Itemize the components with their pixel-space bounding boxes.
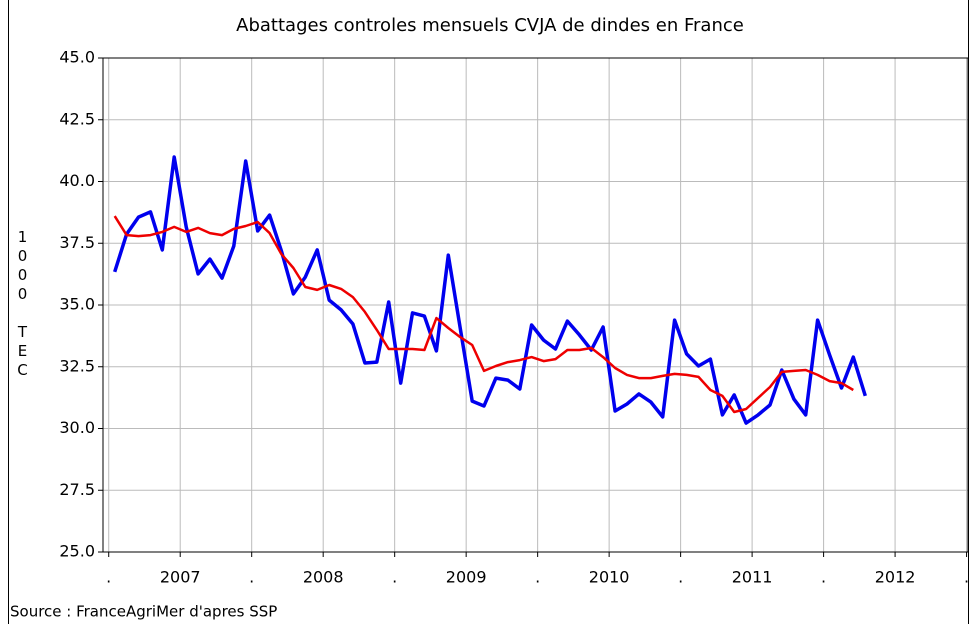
y-tick-label: 32.5 [59, 356, 95, 375]
x-tick-label: . [535, 568, 540, 587]
x-tick-label: . [392, 568, 397, 587]
y-tick-label: 40.0 [59, 171, 95, 190]
x-tick-label: 2009 [446, 568, 487, 587]
x-tick-label: 2012 [875, 568, 916, 587]
y-tick-label: 30.0 [59, 418, 95, 437]
x-tick-label: . [106, 568, 111, 587]
x-tick-label: . [821, 568, 826, 587]
y-tick-label: 42.5 [59, 109, 95, 128]
y-tick-label: 45.0 [59, 48, 95, 67]
y-tick-label: 25.0 [59, 542, 95, 561]
x-tick-label: 2011 [732, 568, 773, 587]
y-tick-label: 37.5 [59, 233, 95, 252]
x-tick-label: 2010 [589, 568, 630, 587]
x-tick-label: 2007 [160, 568, 201, 587]
y-axis-label: 1000 TEC [14, 228, 32, 380]
x-tick-label: . [249, 568, 254, 587]
y-tick-label: 35.0 [59, 295, 95, 314]
plot-frame [102, 57, 969, 553]
x-tick-label: . [964, 568, 969, 587]
series-line [113, 215, 854, 414]
series-line [113, 155, 867, 425]
x-tick-label: 2008 [303, 568, 344, 587]
x-tick-label: . [678, 568, 683, 587]
source: Source : FranceAgriMer d'apres SSP [10, 603, 277, 621]
frame [8, 0, 969, 624]
y-tick-label: 27.5 [59, 480, 95, 499]
chart-title: Abattages controles mensuels CVJA de din… [236, 15, 744, 36]
